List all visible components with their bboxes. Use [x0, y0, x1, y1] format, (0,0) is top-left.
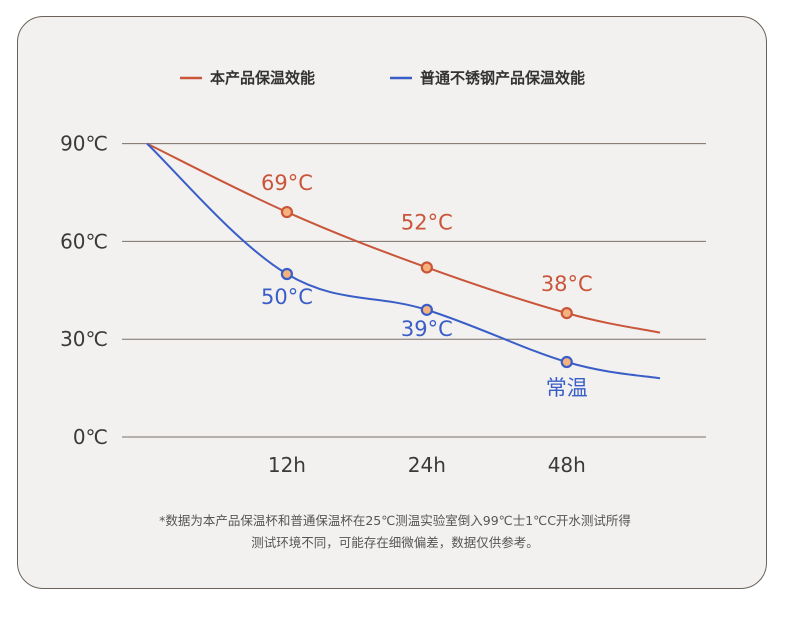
x-tick-label: 12h: [268, 453, 306, 477]
x-tick-label: 24h: [408, 453, 446, 477]
series-line-1: [146, 142, 661, 334]
data-label: 50°C: [261, 285, 313, 309]
legend-label-2: 普通不锈钢产品保温效能: [420, 69, 585, 87]
y-tick-label: 30℃: [60, 327, 108, 351]
y-tick-label: 90℃: [60, 132, 108, 156]
data-point: [560, 307, 573, 320]
data-point: [280, 267, 294, 281]
footnote-line-2: 测试环境不同，可能存在细微偏差，数据仅供参考。: [251, 535, 539, 550]
data-point: [280, 205, 294, 219]
data-point: [420, 303, 433, 316]
legend-label-1: 本产品保温效能: [210, 69, 315, 87]
series-line-2: [146, 142, 661, 380]
data-point: [420, 261, 433, 274]
data-label: 52°C: [401, 210, 453, 234]
footnote-line-1: *数据为本产品保温杯和普通保温杯在25℃测温实验室倒入99℃士1℃C开水测试所得: [159, 513, 631, 528]
data-point: [560, 355, 573, 369]
x-tick-label: 48h: [548, 453, 586, 477]
y-tick-label: 0℃: [73, 425, 108, 449]
y-tick-label: 60℃: [60, 229, 108, 253]
data-label: 38°C: [541, 272, 593, 296]
data-label: 39°C: [401, 317, 453, 341]
data-label: 69°C: [261, 171, 313, 195]
data-label: 常温: [546, 376, 588, 400]
